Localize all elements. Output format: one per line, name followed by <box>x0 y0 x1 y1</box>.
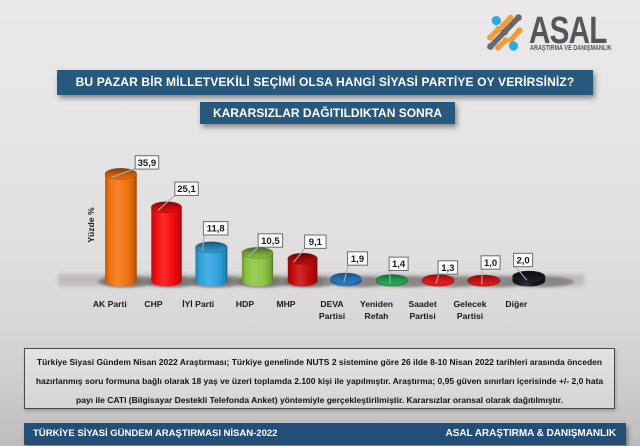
svg-text:Gelecek: Gelecek <box>454 299 487 309</box>
svg-text:DEVA: DEVA <box>320 299 343 309</box>
svg-text:Diğer: Diğer <box>505 299 528 309</box>
svg-text:AK Parti: AK Parti <box>93 299 127 309</box>
svg-text:10,5: 10,5 <box>261 236 280 247</box>
svg-text:Partisi: Partisi <box>457 311 483 321</box>
svg-text:CHP: CHP <box>144 299 162 309</box>
svg-text:1,4: 1,4 <box>392 259 406 270</box>
svg-text:1,0: 1,0 <box>484 258 497 269</box>
svg-text:Partisi: Partisi <box>409 311 435 321</box>
svg-text:Saadet: Saadet <box>409 299 437 309</box>
svg-text:35,9: 35,9 <box>138 158 157 169</box>
svg-text:MHP: MHP <box>276 299 295 309</box>
svg-text:Refah: Refah <box>365 311 389 321</box>
svg-text:HDP: HDP <box>236 299 254 309</box>
svg-text:1,3: 1,3 <box>441 263 454 274</box>
svg-text:9,1: 9,1 <box>309 237 323 248</box>
svg-text:11,8: 11,8 <box>207 224 225 235</box>
svg-text:Yeniden: Yeniden <box>360 299 393 309</box>
svg-text:1,9: 1,9 <box>351 254 364 265</box>
svg-text:İYİ Parti: İYİ Parti <box>182 299 214 309</box>
svg-text:Yüzde %: Yüzde % <box>86 207 96 243</box>
svg-text:25,1: 25,1 <box>177 184 196 195</box>
svg-text:Partisi: Partisi <box>319 311 345 321</box>
svg-text:2,0: 2,0 <box>516 255 529 266</box>
